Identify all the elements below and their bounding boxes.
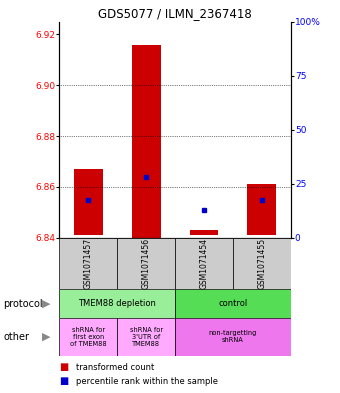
Text: transformed count: transformed count: [76, 363, 155, 372]
Bar: [59, 318, 117, 356]
Bar: [175, 238, 233, 289]
Text: protocol: protocol: [3, 299, 43, 309]
Bar: [247, 184, 276, 235]
Bar: [74, 169, 103, 235]
Text: ■: ■: [59, 376, 69, 386]
Bar: [117, 318, 175, 356]
Bar: [59, 289, 175, 318]
Text: GSM1071457: GSM1071457: [84, 238, 93, 289]
Text: ▶: ▶: [42, 332, 50, 342]
Bar: [132, 44, 161, 238]
Bar: [117, 238, 175, 289]
Text: other: other: [3, 332, 29, 342]
Text: GSM1071456: GSM1071456: [142, 238, 151, 289]
Text: control: control: [218, 299, 248, 308]
Text: non-targetting
shRNA: non-targetting shRNA: [209, 331, 257, 343]
Text: shRNA for
3'UTR of
TMEM88: shRNA for 3'UTR of TMEM88: [130, 327, 163, 347]
Bar: [175, 289, 291, 318]
Text: TMEM88 depletion: TMEM88 depletion: [78, 299, 156, 308]
Bar: [233, 238, 291, 289]
Text: shRNA for
first exon
of TMEM88: shRNA for first exon of TMEM88: [70, 327, 107, 347]
Text: ■: ■: [59, 362, 69, 373]
Text: GSM1071455: GSM1071455: [257, 238, 266, 289]
Bar: [190, 230, 218, 235]
Text: GSM1071454: GSM1071454: [200, 238, 208, 289]
Bar: [175, 318, 291, 356]
Title: GDS5077 / ILMN_2367418: GDS5077 / ILMN_2367418: [98, 7, 252, 20]
Text: ▶: ▶: [42, 299, 50, 309]
Text: percentile rank within the sample: percentile rank within the sample: [76, 377, 219, 386]
Bar: [59, 238, 117, 289]
